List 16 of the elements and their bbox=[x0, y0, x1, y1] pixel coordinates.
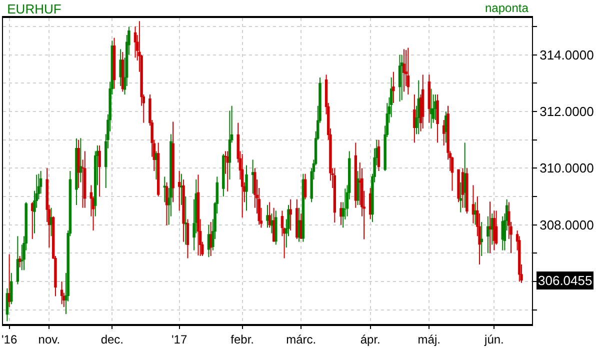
x-tick-label: febr. bbox=[230, 332, 254, 346]
x-tick-label: máj. bbox=[418, 332, 440, 346]
y-tick-label: 308.0000 bbox=[540, 217, 594, 232]
x-tick-label: dec. bbox=[100, 332, 124, 346]
chart-title: EURHUF bbox=[7, 2, 62, 17]
y-tick-label: 310.0000 bbox=[540, 160, 594, 176]
x-tick-label: márc. bbox=[286, 332, 316, 346]
x-tick-label: nov. bbox=[38, 332, 60, 346]
annotation: 306.0455 bbox=[538, 273, 592, 288]
x-tick-label: jún. bbox=[484, 332, 504, 346]
x-tick-label: '17 bbox=[172, 332, 188, 346]
y-tick-label: 314.0000 bbox=[540, 47, 594, 62]
y-tick-label: 312.0000 bbox=[540, 104, 594, 120]
x-tick-label: ápr. bbox=[360, 332, 380, 346]
text: naponta bbox=[485, 1, 529, 15]
x-tick-label: '16 bbox=[1, 332, 18, 346]
